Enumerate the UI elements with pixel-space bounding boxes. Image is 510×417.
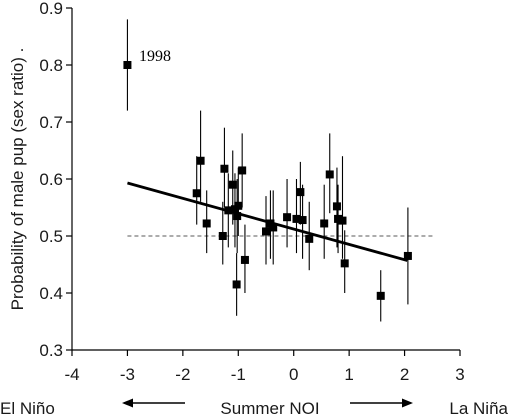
x-tick-label: 2 — [400, 365, 409, 384]
left-arrow — [122, 398, 185, 408]
data-point — [224, 206, 233, 215]
y-tick-label: 0.8 — [39, 56, 63, 75]
x-tick-label: -2 — [175, 365, 190, 384]
y-tick-label: 0.7 — [39, 113, 63, 132]
x-tick-label: -4 — [64, 365, 79, 384]
data-point — [233, 212, 242, 221]
data-point — [325, 170, 334, 179]
data-point — [298, 216, 307, 225]
data-point — [232, 280, 241, 289]
data-point — [269, 223, 278, 232]
left-arrow-head — [122, 398, 133, 408]
annotation-1998: 1998 — [139, 48, 171, 65]
data-point — [202, 219, 211, 228]
x-tick-label: -1 — [231, 365, 246, 384]
data-point — [218, 232, 227, 240]
data-point — [376, 291, 385, 300]
data-point — [196, 156, 205, 165]
data-point — [334, 214, 343, 223]
data-point — [332, 202, 341, 211]
y-tick-label: 0.4 — [39, 284, 63, 303]
data-point — [228, 180, 237, 189]
data-point — [192, 189, 201, 198]
data-point — [220, 164, 229, 173]
la-nina-label: La Niña — [449, 399, 508, 417]
data-point — [340, 259, 349, 268]
data-point — [320, 219, 329, 228]
data-point — [338, 216, 347, 225]
data-point — [283, 213, 292, 222]
y-tick-label: 0.5 — [39, 227, 63, 246]
axes: 0.3 0.4 0.5 0.6 0.7 0.8 0.9 -4 -3 -2 -1 0 1 2 3 — [39, 0, 464, 384]
x-axis-title: Summer NOI — [220, 399, 319, 417]
x-tick-label: 3 — [455, 365, 464, 384]
y-tick-label: 0.3 — [39, 341, 63, 360]
x-tick-label: 1 — [344, 365, 353, 384]
y-tick-label: 0.6 — [39, 170, 63, 189]
data-point — [234, 201, 243, 210]
data-point — [292, 214, 301, 223]
x-tick-label: 0 — [289, 365, 298, 384]
data-point — [305, 234, 314, 243]
right-arrow — [350, 398, 413, 408]
data-point — [240, 255, 249, 264]
x-tick-label: -3 — [120, 365, 135, 384]
y-tick-label: 0.9 — [39, 0, 63, 18]
el-nino-label: El Niño — [0, 399, 55, 417]
data-point-layer — [123, 61, 412, 300]
data-point — [238, 166, 247, 175]
data-point — [123, 61, 132, 69]
data-point — [262, 227, 270, 236]
right-arrow-head — [402, 398, 413, 408]
data-point — [403, 251, 412, 260]
data-point — [296, 188, 305, 197]
y-axis-title: Probability of male pup (sex ratio) . — [8, 48, 27, 311]
